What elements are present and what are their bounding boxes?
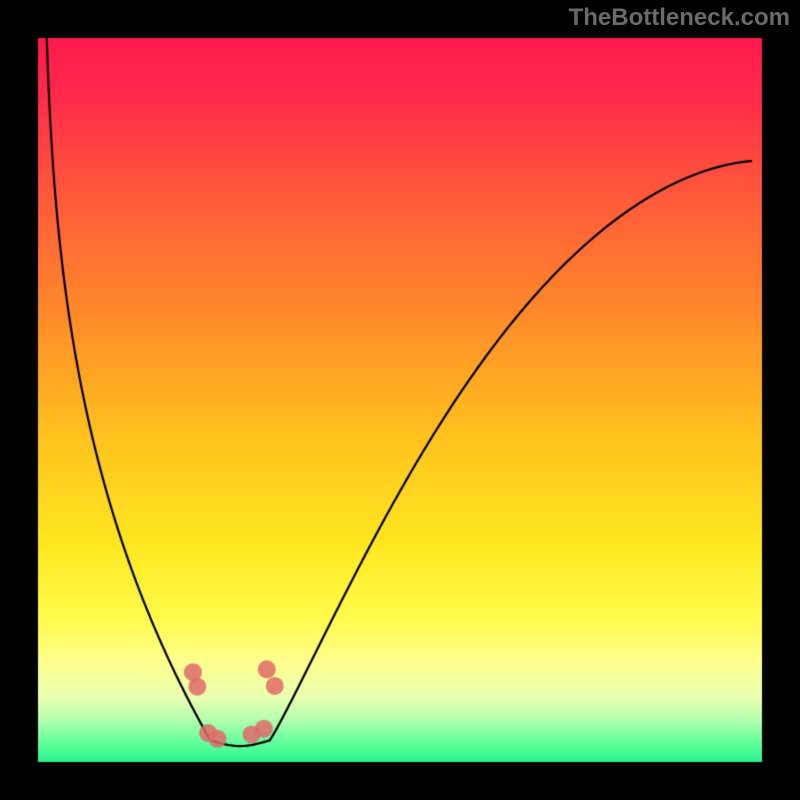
bottleneck-chart-canvas xyxy=(0,0,800,800)
watermark-text: TheBottleneck.com xyxy=(569,4,790,32)
